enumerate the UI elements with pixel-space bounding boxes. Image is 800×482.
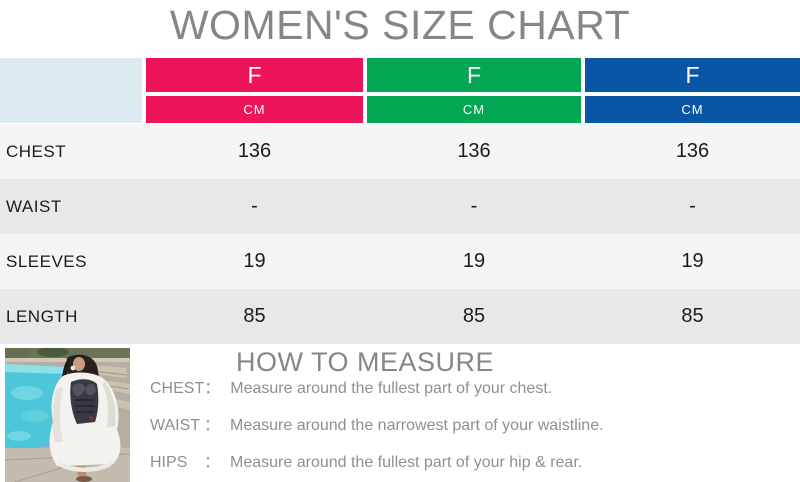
cell-value: 85 xyxy=(681,305,704,327)
measure-separator: ： xyxy=(204,454,221,471)
cell-value: 19 xyxy=(681,250,704,272)
table-row-sleeves: SLEEVES 19 19 19 xyxy=(0,234,800,289)
cell-value: 136 xyxy=(237,140,272,162)
size-header-cell: F xyxy=(585,58,800,92)
size-column-blue: F CM xyxy=(585,58,800,123)
row-label: LENGTH xyxy=(6,306,78,326)
row-label: SLEEVES xyxy=(6,251,87,271)
measure-separator: ： xyxy=(204,380,221,397)
table-corner-cell xyxy=(0,58,142,123)
measure-text: Measure around the fullest part of your … xyxy=(230,454,583,471)
unit-header-cell: CM xyxy=(146,96,363,123)
cell-value: 85 xyxy=(462,305,486,327)
unit-header-cell: CM xyxy=(367,96,581,123)
cell-value: 19 xyxy=(243,250,266,272)
page-title: WOMEN'S SIZE CHART xyxy=(169,2,631,48)
measure-label: WAIST xyxy=(150,417,201,434)
cell-value: 136 xyxy=(675,140,710,162)
model-photo xyxy=(5,348,130,482)
cell-value: - xyxy=(689,195,696,217)
row-label: WAIST xyxy=(6,196,62,216)
how-to-measure-heading: HOW TO MEASURE xyxy=(235,347,495,377)
measure-label: HIPS xyxy=(150,454,188,471)
measure-label: CHEST xyxy=(150,380,205,397)
measure-instructions: CHEST： Measure around the fullest part o… xyxy=(150,378,790,474)
table-row-length: LENGTH 85 85 85 xyxy=(0,289,800,344)
measure-item-chest: CHEST： Measure around the fullest part o… xyxy=(150,378,790,400)
size-table-header: F CM F CM F CM xyxy=(0,58,800,123)
cell-value: 136 xyxy=(457,140,491,162)
measure-text: Measure around the fullest part of your … xyxy=(230,380,553,397)
size-table-body: CHEST 136 136 136 WAIST - - - SLEEVES 19… xyxy=(0,124,800,344)
unit-header-cell: CM xyxy=(585,96,800,123)
table-row-chest: CHEST 136 136 136 xyxy=(0,124,800,179)
measure-item-hips: HIPS ： Measure around the fullest part of… xyxy=(150,452,790,474)
table-row-waist: WAIST - - - xyxy=(0,179,800,234)
size-column-green: F CM xyxy=(367,58,581,123)
cell-value: 19 xyxy=(462,250,486,272)
cell-value: - xyxy=(470,195,478,217)
size-column-pink: F CM xyxy=(146,58,363,123)
measure-text: Measure around the narrowest part of you… xyxy=(230,417,604,434)
model-photo-illustration xyxy=(5,348,130,482)
size-header-cell: F xyxy=(146,58,363,92)
cell-value: - xyxy=(251,195,258,217)
row-label: CHEST xyxy=(6,141,67,161)
size-header-cell: F xyxy=(367,58,581,92)
measure-separator: ： xyxy=(204,417,221,434)
measure-item-waist: WAIST： Measure around the narrowest part… xyxy=(150,415,790,437)
cell-value: 85 xyxy=(243,305,266,327)
